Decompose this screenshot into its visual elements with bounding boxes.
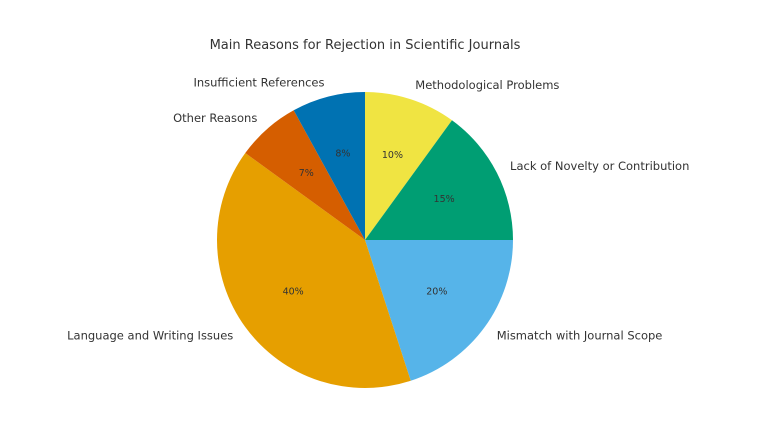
category-label-insufficient-references: Insufficient References xyxy=(193,75,324,89)
pct-label-lack-of-novelty-or-contribution: 15% xyxy=(434,194,455,205)
pie-slice-methodological-problems xyxy=(365,92,452,240)
pie-slice-other-reasons xyxy=(245,110,365,240)
pie-slice-insufficient-references xyxy=(293,92,365,240)
category-label-methodological-problems: Methodological Problems xyxy=(415,78,559,92)
pie-slice-lack-of-novelty-or-contribution xyxy=(365,120,513,240)
pct-label-methodological-problems: 10% xyxy=(382,150,403,161)
category-label-other-reasons: Other Reasons xyxy=(173,111,257,125)
pct-label-insufficient-references: 8% xyxy=(335,148,350,159)
pie-slice-language-and-writing-issues xyxy=(216,153,411,389)
category-label-language-and-writing-issues: Language and Writing Issues xyxy=(67,329,233,343)
category-labels: Methodological Problems Lack of Novelty o… xyxy=(67,75,689,342)
pct-label-mismatch-with-journal-scope: 20% xyxy=(426,287,447,298)
category-label-lack-of-novelty-or-contribution: Lack of Novelty or Contribution xyxy=(510,159,689,173)
chart-title: Main Reasons for Rejection in Scientific… xyxy=(210,38,521,53)
category-label-mismatch-with-journal-scope: Mismatch with Journal Scope xyxy=(497,329,663,343)
pct-label-language-and-writing-issues: 40% xyxy=(283,287,304,298)
pie-slices xyxy=(216,92,513,389)
pct-label-other-reasons: 7% xyxy=(299,168,314,179)
percentage-labels: 10% 15% 20% 40% 7% 8% xyxy=(283,148,455,297)
pie-slice-mismatch-with-journal-scope xyxy=(365,240,513,381)
